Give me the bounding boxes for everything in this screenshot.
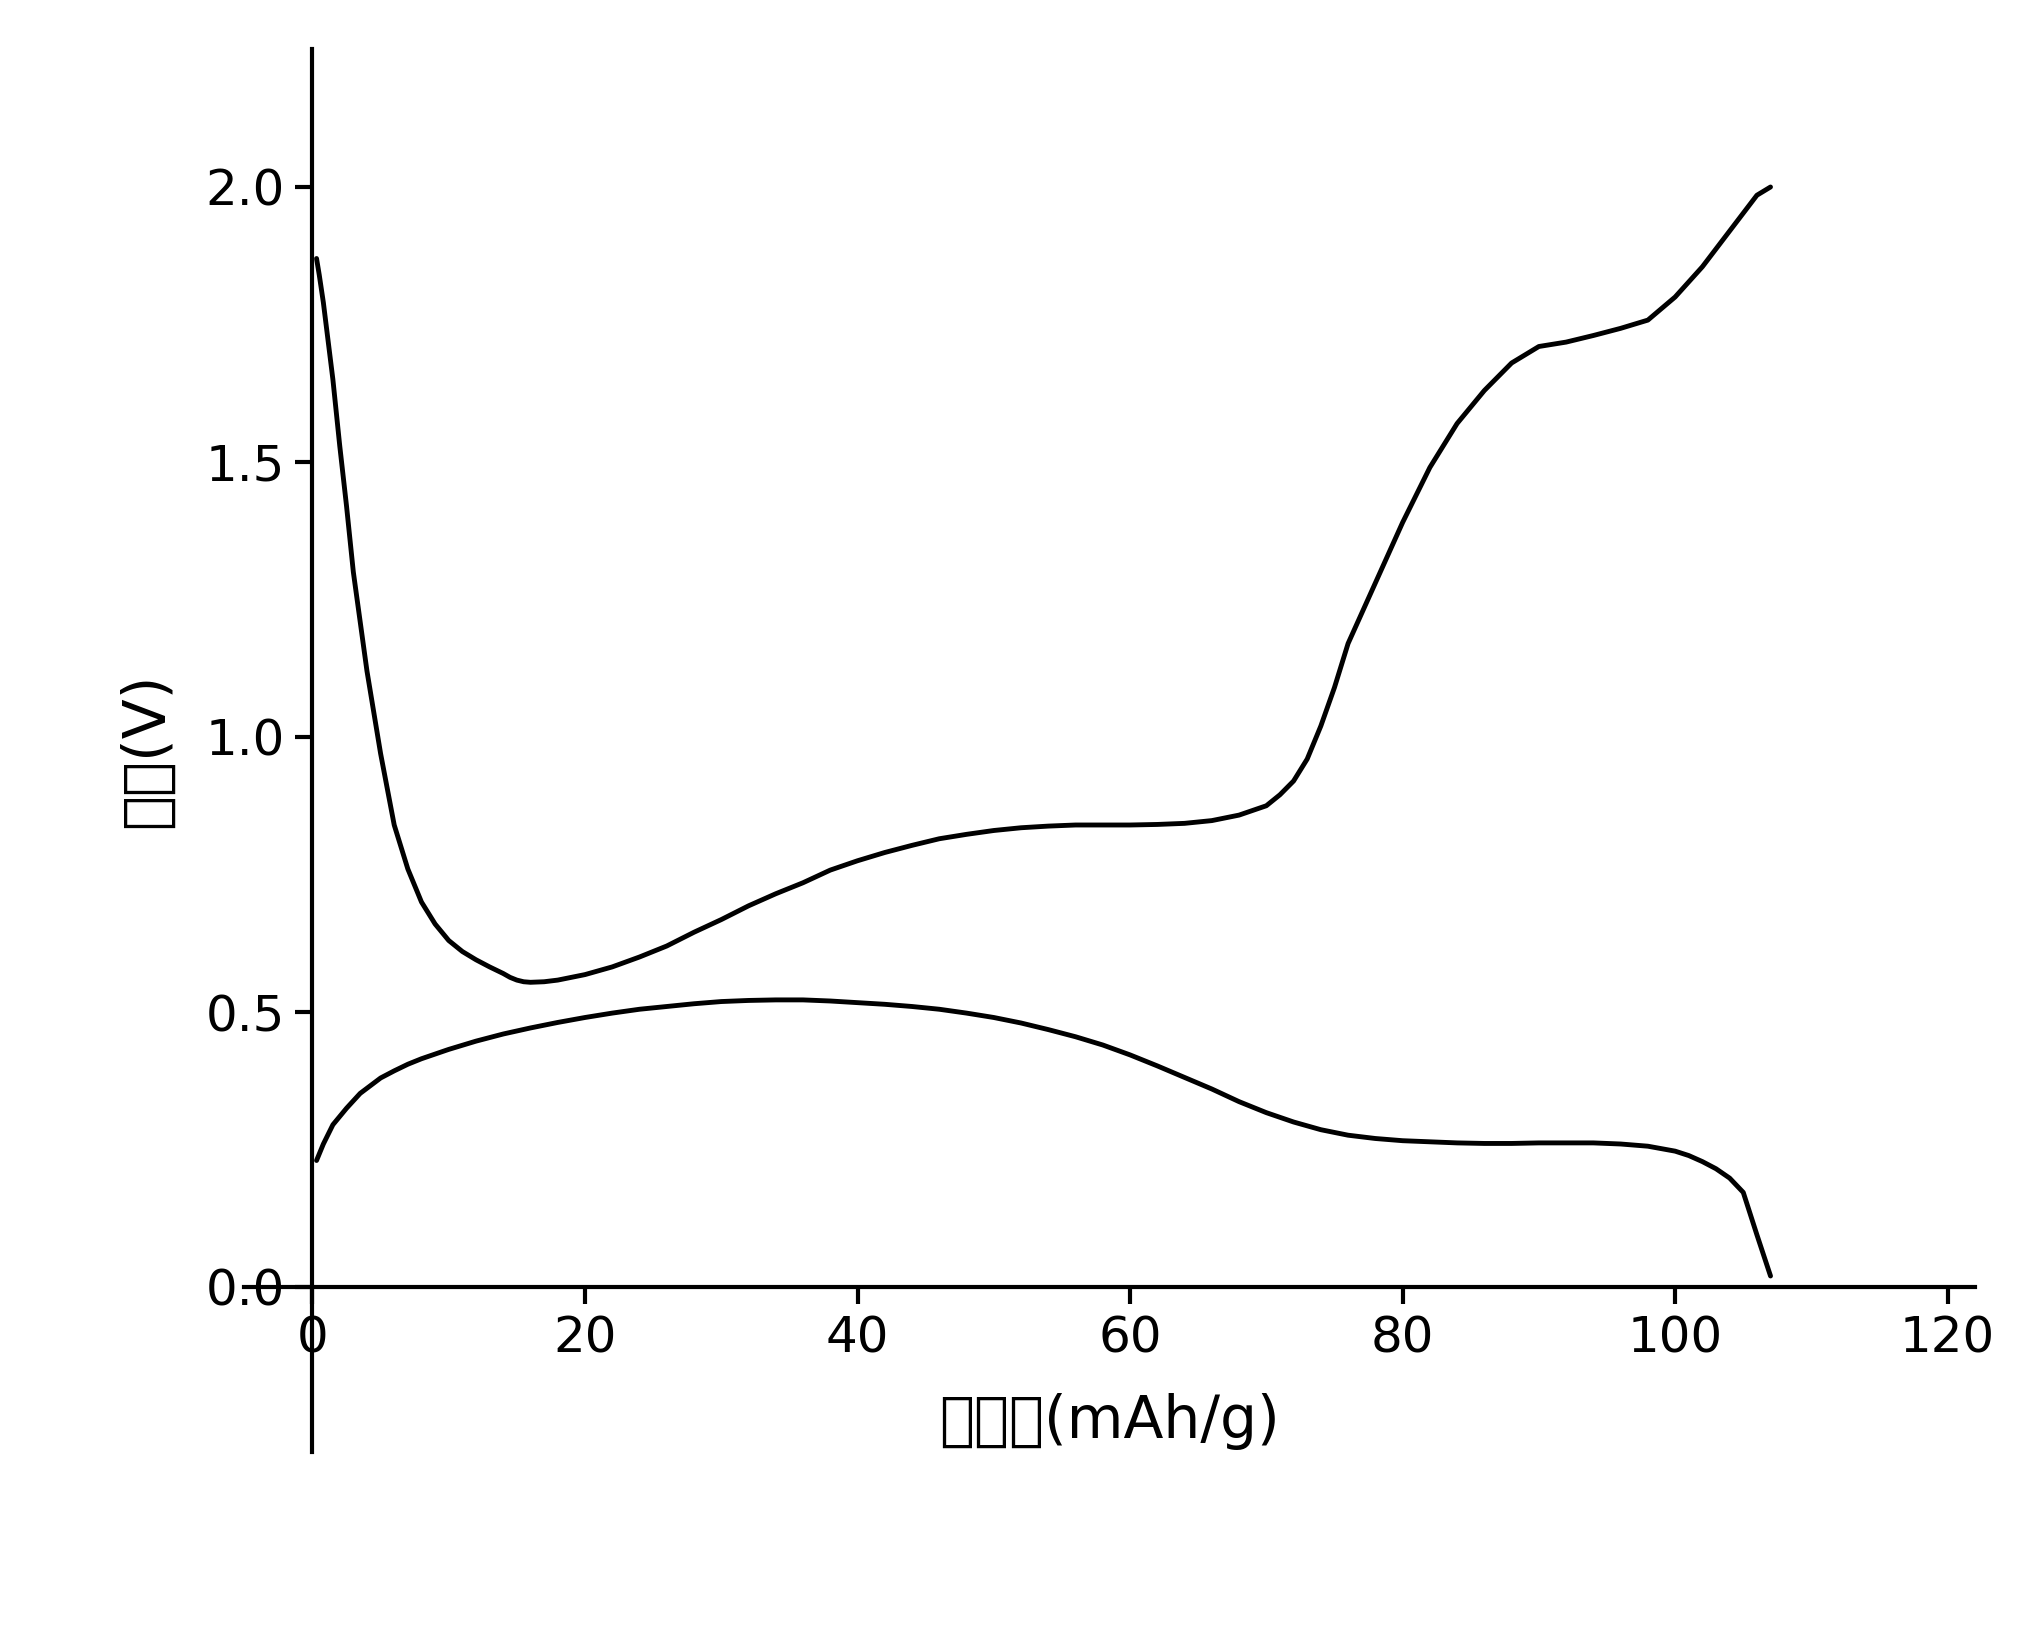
Y-axis label: 电压(V): 电压(V): [118, 673, 175, 828]
X-axis label: 比容量(mAh/g): 比容量(mAh/g): [939, 1393, 1281, 1450]
